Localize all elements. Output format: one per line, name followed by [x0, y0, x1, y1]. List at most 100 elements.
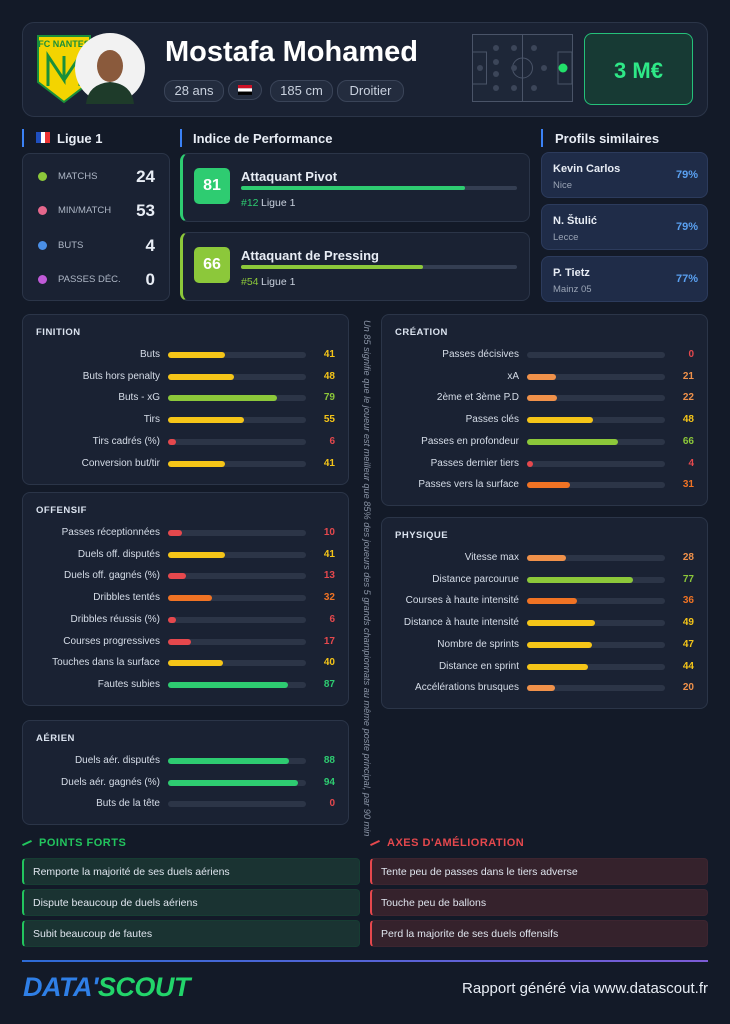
stat-value: 0: [688, 349, 694, 360]
bar: [168, 373, 235, 380]
stat-label: Passes décisives: [442, 349, 519, 360]
performance-title: Indice de Performance: [193, 131, 333, 146]
bar: [168, 530, 182, 536]
stat-label: Tirs cadrés (%): [92, 435, 160, 447]
bar: [168, 573, 186, 580]
section-accent: [541, 129, 543, 147]
stat-value: 48: [323, 370, 335, 382]
bar: [168, 395, 278, 402]
stat-icon: [38, 172, 47, 181]
bar: [168, 438, 177, 445]
stat-value: 31: [682, 479, 694, 491]
bar-track: [527, 352, 665, 358]
stat-value: 44: [682, 660, 694, 672]
stat-label: Buts hors penalty: [82, 370, 160, 382]
stat-label: MATCHS: [58, 171, 98, 182]
bar: [168, 779, 298, 786]
list-text: Remporte la majorité de ses duels aérien…: [33, 866, 230, 878]
bar: [168, 352, 225, 358]
stat-value: 49: [682, 617, 694, 629]
stat-value: 32: [323, 592, 335, 604]
stat-label: Duels aér. disputés: [74, 755, 160, 766]
position-pitch: [472, 34, 573, 102]
stat-value: 4: [688, 457, 694, 469]
list-title: POINTS FORTS: [39, 837, 127, 849]
stat-value: 77: [682, 573, 694, 585]
score-box: 66: [194, 247, 230, 283]
stat-label: PASSES DÉC.: [58, 273, 121, 285]
list-item: [370, 858, 708, 885]
photo-head: [97, 50, 123, 82]
stat-label: Passes clés: [465, 414, 519, 426]
rank: #54: [241, 276, 259, 288]
bar-track: [168, 660, 306, 667]
stat-label: Conversion but/tir: [81, 457, 160, 469]
rank-league: Ligue 1: [261, 197, 296, 209]
flag-black: [238, 91, 252, 95]
role: Attaquant de Pressing: [241, 248, 379, 263]
stat-label: Courses progressives: [63, 635, 160, 647]
section-card: [381, 314, 708, 507]
similar-card: [541, 152, 708, 198]
flag-white: [238, 88, 252, 92]
stat-value: 6: [329, 613, 335, 625]
brand-right: SCOUT: [97, 972, 191, 1002]
stat-icon: [38, 206, 47, 216]
tag-age: 28 ans: [164, 80, 224, 102]
bar-track: [168, 551, 306, 558]
note-wrap: Un 85 signifie que le joueur est meilleu…: [357, 320, 372, 836]
stat-label: Passes réceptionnées: [61, 527, 160, 538]
league-flag: [36, 132, 50, 143]
list-item: [22, 920, 360, 947]
bar: [527, 482, 570, 489]
stat-label: Dribbles tentés: [93, 592, 160, 604]
bar-track: [527, 417, 665, 424]
stat-value: 0: [145, 269, 155, 289]
stat-value: 6: [329, 435, 335, 447]
stat-label: Passes vers la surface: [418, 479, 519, 491]
bar-track: [168, 438, 306, 445]
pitch-box: [557, 51, 573, 85]
stat-icon: [38, 240, 47, 250]
stat-label: Buts: [139, 349, 160, 360]
bar: [168, 660, 224, 667]
stat-value: 28: [682, 552, 694, 563]
list-item: [370, 889, 708, 916]
bar-track: [527, 373, 665, 380]
stat-label: MIN/MATCH: [58, 205, 112, 217]
bar-track: [168, 460, 306, 467]
stat-value: 87: [323, 678, 335, 690]
similar-club: Lecce: [553, 232, 579, 243]
stat-label: Dribbles réussis (%): [70, 613, 160, 625]
stat-label: Buts de la tête: [96, 798, 160, 810]
stat-value: 10: [323, 527, 335, 538]
tag-height: 185 cm: [270, 80, 333, 102]
tag-foot: Droitier: [337, 80, 404, 102]
bar-track: [527, 395, 665, 402]
value-box: [584, 33, 693, 105]
arrow-icon: [370, 839, 380, 847]
list-item: [22, 858, 360, 885]
stat-value: 36: [682, 595, 694, 607]
similar-club: Nice: [553, 180, 573, 191]
similar-name: N. Štulić: [553, 215, 598, 227]
bar-track: [168, 373, 306, 380]
brand-left: DATA': [23, 972, 98, 1002]
bar-track: [168, 801, 306, 808]
stat-label: Duels aér. gagnés (%): [61, 776, 160, 788]
league-name: Ligue 1: [57, 131, 103, 146]
section-title: AÉRIEN: [36, 733, 75, 744]
bar: [168, 417, 244, 424]
stat-value: 24: [136, 167, 155, 186]
stat-label: Vitesse max: [464, 552, 519, 563]
bar-track: [168, 530, 306, 536]
bar: [527, 663, 588, 670]
nation-flag: [228, 80, 262, 100]
list-item: [22, 889, 360, 916]
similar-title: Profils similaires: [555, 131, 660, 146]
stat-value: 21: [682, 370, 694, 382]
bar: [527, 438, 619, 445]
stat-label: Nombre de sprints: [437, 638, 519, 650]
